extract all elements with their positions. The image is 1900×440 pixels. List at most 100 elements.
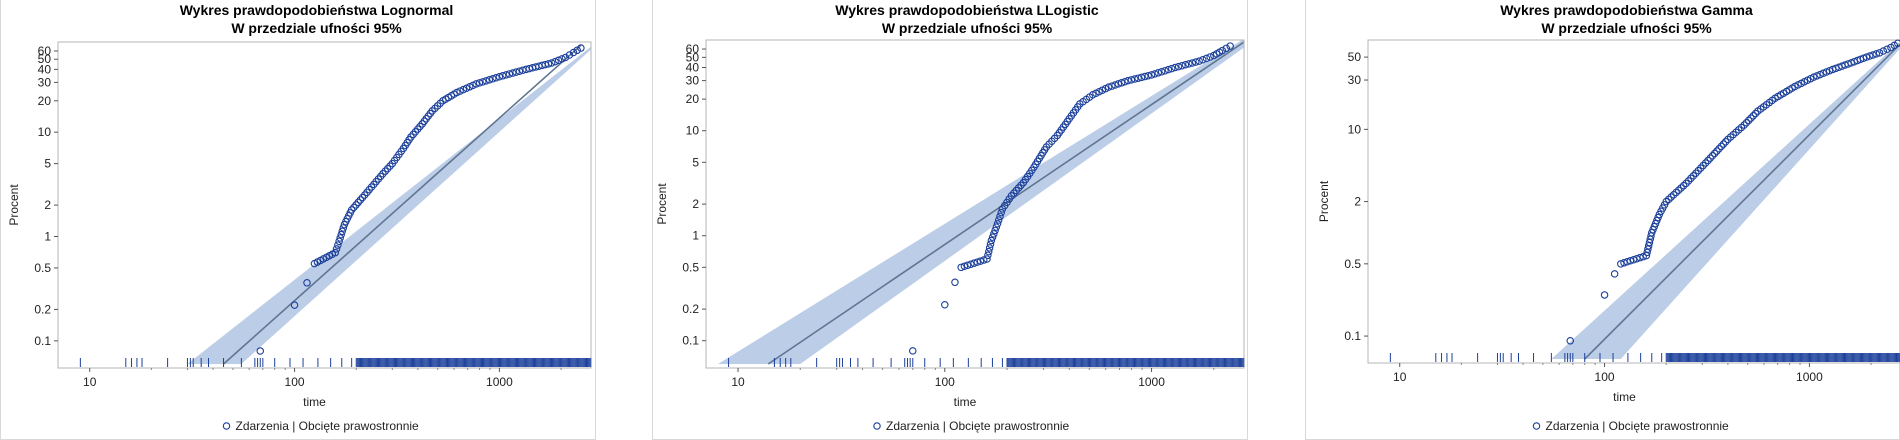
data-point (1151, 70, 1159, 78)
data-point (990, 230, 998, 238)
data-point (386, 162, 394, 170)
data-point (1134, 74, 1142, 82)
x-tick-label: 1000 (486, 375, 513, 389)
y-tick-label: 50 (38, 52, 52, 66)
data-point (1164, 65, 1173, 74)
data-point (1206, 53, 1214, 61)
data-point (970, 259, 978, 267)
confidence-band (187, 46, 591, 365)
data-point (1188, 59, 1197, 67)
x-tick-label: 1000 (1796, 370, 1823, 384)
data-point (383, 164, 392, 173)
data-point (515, 67, 524, 75)
y-tick-label: 20 (38, 94, 52, 108)
data-point (338, 227, 347, 236)
data-point (290, 301, 299, 309)
data-point (502, 71, 510, 79)
legend-marker (873, 422, 881, 430)
x-axis-label: time (954, 395, 977, 409)
data-point (1127, 76, 1136, 84)
y-tick-label: 0.1 (1344, 329, 1361, 343)
y-tick-label: 2 (44, 198, 51, 212)
data-point (1157, 68, 1166, 76)
data-point (1872, 50, 1881, 58)
data-point (1610, 270, 1619, 278)
data-point (505, 70, 514, 78)
data-point (1708, 152, 1717, 160)
data-point (577, 44, 585, 52)
data-point (256, 347, 265, 355)
data-point (1154, 69, 1163, 77)
data-point (358, 193, 367, 202)
data-point (1192, 58, 1200, 66)
data-point (991, 226, 999, 235)
data-point (1866, 52, 1874, 60)
y-tick-label: 40 (686, 61, 700, 75)
data-point (509, 69, 517, 77)
data-point (475, 79, 484, 87)
data-point (1633, 254, 1641, 263)
x-tick-label: 100 (1595, 370, 1615, 384)
data-point (1620, 259, 1628, 267)
data-point (1171, 63, 1179, 72)
data-point (1639, 252, 1647, 261)
data-point (339, 224, 348, 232)
data-point (1617, 260, 1625, 268)
legend-label: Zdarzenia | Obcięte prawostronnie (886, 419, 1070, 433)
data-point (332, 245, 341, 253)
data-point (1131, 75, 1139, 83)
data-point (347, 206, 356, 214)
x-tick-label: 10 (83, 375, 97, 389)
data-point (352, 201, 360, 209)
data-point (967, 260, 975, 268)
data-point (1710, 149, 1719, 158)
data-point (492, 74, 500, 82)
x-axis-label: time (1613, 390, 1636, 404)
fitted-line (1584, 43, 1900, 360)
data-point (1677, 184, 1685, 192)
data-point (1117, 79, 1126, 87)
data-point (992, 223, 1001, 231)
data-point (512, 68, 520, 76)
data-point (558, 55, 566, 63)
data-point (1108, 82, 1116, 90)
y-tick-label: 2 (692, 197, 699, 211)
data-point (1623, 258, 1631, 266)
data-point (336, 234, 344, 242)
y-tick-label: 30 (686, 74, 700, 88)
data-point (381, 167, 390, 175)
fitted-line (222, 44, 582, 365)
data-point (993, 220, 1002, 228)
chart-panel-gamma: Wykres prawdopodobieństwa Gamma W przedzi… (1305, 0, 1900, 440)
data-point (1566, 337, 1575, 345)
data-point (963, 261, 972, 269)
data-point (1664, 195, 1673, 204)
data-point (1600, 291, 1609, 299)
data-point (1674, 186, 1683, 194)
data-point (565, 51, 574, 59)
data-point (350, 203, 358, 212)
data-point (1147, 71, 1156, 79)
data-point (988, 233, 997, 241)
y-tick-label: 20 (686, 92, 700, 106)
y-tick-label: 40 (38, 62, 52, 76)
data-point (1222, 44, 1231, 53)
y-tick-label: 0.5 (34, 261, 51, 275)
data-point (995, 216, 1003, 224)
data-point (1747, 114, 1755, 122)
data-point (303, 279, 311, 287)
chart-title: Wykres prawdopodobieństwa Lognormal (180, 2, 454, 18)
data-point (1721, 137, 1730, 146)
data-point (1687, 174, 1695, 183)
y-tick-label: 0.2 (34, 302, 51, 316)
chart-title: Wykres prawdopodobieństwa Gamma (1500, 2, 1753, 18)
data-point (1111, 81, 1119, 89)
data-point (1636, 253, 1644, 262)
data-point (547, 59, 556, 67)
data-point (1717, 142, 1726, 151)
data-point (909, 347, 917, 355)
data-point (1161, 66, 1169, 75)
data-point (1202, 54, 1211, 63)
y-tick-label: 10 (686, 124, 700, 138)
data-point (1744, 116, 1753, 125)
